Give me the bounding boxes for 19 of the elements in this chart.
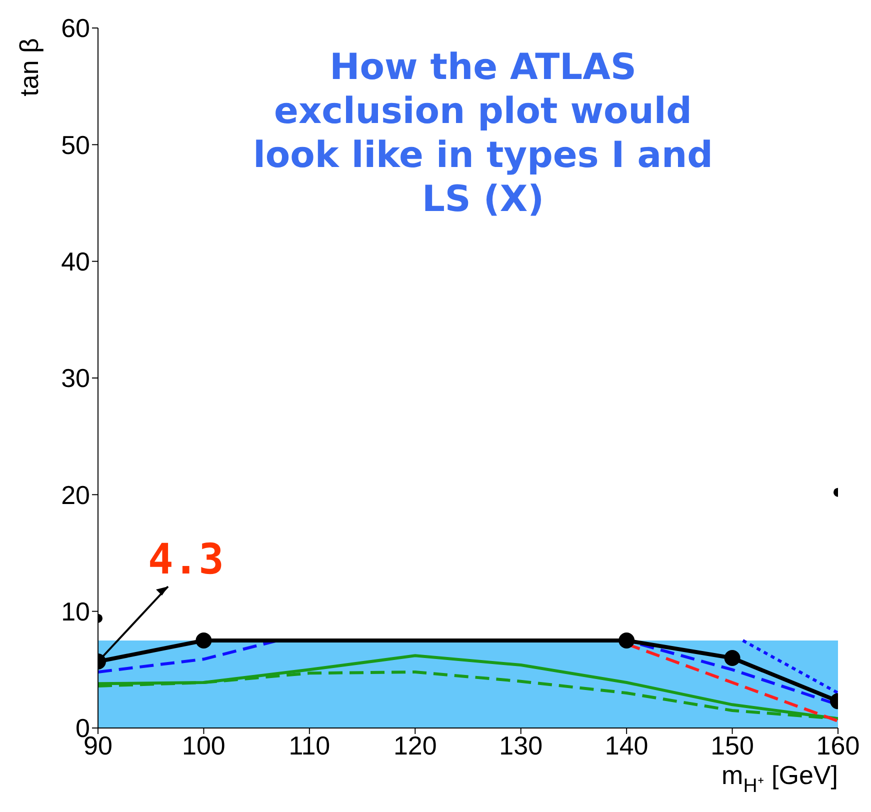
y-tick-label: 40 xyxy=(61,246,90,277)
x-tick-label: 150 xyxy=(710,730,754,760)
x-tick-label: 110 xyxy=(288,730,330,760)
annotation: 4.3 xyxy=(148,534,224,584)
y-tick-label: 60 xyxy=(61,13,90,44)
x-tick-label: 130 xyxy=(499,730,543,760)
x-tick-label: 140 xyxy=(604,730,648,760)
annotation: How the ATLAS exclusion plot would look like in types I and LS (X) xyxy=(252,46,714,222)
y-tick-label: 30 xyxy=(61,363,90,394)
y-axis-title: tan β xyxy=(14,38,44,96)
y-tick-label: 20 xyxy=(61,480,90,510)
x-axis-title: m$_{H⁺}$ [GeV] xyxy=(722,760,838,797)
y-tick-label: 10 xyxy=(61,596,90,627)
y-tick-label: 50 xyxy=(61,130,90,160)
x-tick-label: 120 xyxy=(393,730,437,760)
point xyxy=(724,650,740,666)
x-tick-label: 160 xyxy=(816,730,860,760)
x-tick-label: 100 xyxy=(182,730,226,760)
point xyxy=(618,632,635,648)
